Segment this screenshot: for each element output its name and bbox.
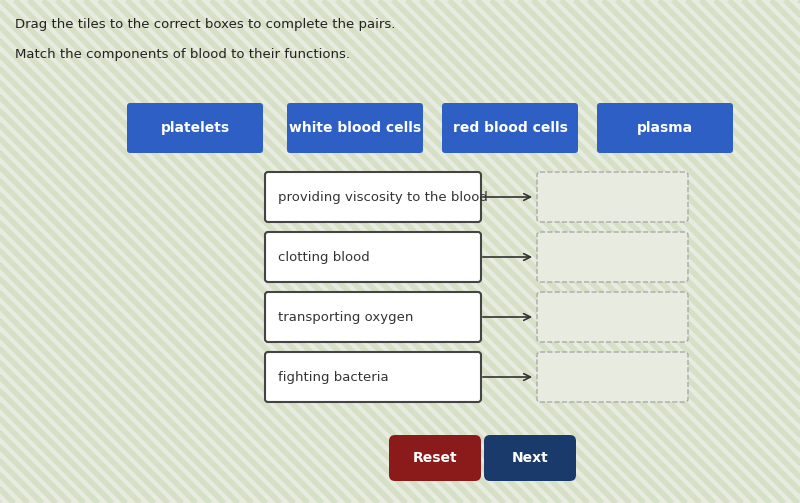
FancyBboxPatch shape — [127, 103, 263, 153]
Text: providing viscosity to the blood: providing viscosity to the blood — [278, 191, 488, 204]
Text: red blood cells: red blood cells — [453, 121, 567, 135]
FancyBboxPatch shape — [265, 292, 481, 342]
FancyBboxPatch shape — [537, 172, 688, 222]
Text: Next: Next — [512, 451, 548, 465]
Text: transporting oxygen: transporting oxygen — [278, 310, 414, 323]
FancyBboxPatch shape — [442, 103, 578, 153]
Text: Drag the tiles to the correct boxes to complete the pairs.: Drag the tiles to the correct boxes to c… — [15, 18, 395, 31]
FancyBboxPatch shape — [265, 352, 481, 402]
FancyBboxPatch shape — [265, 232, 481, 282]
Text: Reset: Reset — [413, 451, 458, 465]
FancyBboxPatch shape — [389, 435, 481, 481]
FancyBboxPatch shape — [265, 172, 481, 222]
FancyBboxPatch shape — [597, 103, 733, 153]
Text: plasma: plasma — [637, 121, 693, 135]
FancyBboxPatch shape — [484, 435, 576, 481]
FancyBboxPatch shape — [537, 352, 688, 402]
FancyBboxPatch shape — [287, 103, 423, 153]
Text: white blood cells: white blood cells — [289, 121, 421, 135]
FancyBboxPatch shape — [537, 292, 688, 342]
Text: Match the components of blood to their functions.: Match the components of blood to their f… — [15, 48, 350, 61]
FancyBboxPatch shape — [537, 232, 688, 282]
Text: fighting bacteria: fighting bacteria — [278, 371, 389, 383]
Text: clotting blood: clotting blood — [278, 250, 370, 264]
Text: platelets: platelets — [161, 121, 230, 135]
